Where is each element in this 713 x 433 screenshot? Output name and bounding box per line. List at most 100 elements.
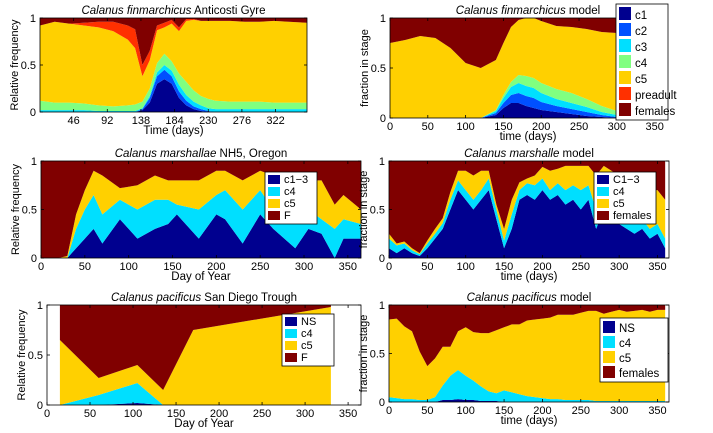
chart-title-site: model xyxy=(559,148,594,160)
legend-entry-label: c5 xyxy=(635,74,647,86)
y-axis-label: Relative frequency xyxy=(16,309,28,401)
area-c4-series xyxy=(41,190,361,258)
panel-cmar-obs: 0 50 100 150 200 250 300 350 0 0.5 1 Calanus marsha… xyxy=(10,148,362,283)
y-tick-label: 1 xyxy=(379,156,385,168)
legend-entry-label: NS xyxy=(301,316,316,328)
x-tick-label: 150 xyxy=(495,405,513,417)
y-tick-label: 0 xyxy=(37,400,43,412)
chart-title-species: Calanus marshallae xyxy=(115,148,217,160)
legend-swatch xyxy=(597,211,609,220)
legend: NS c4 c5 females xyxy=(599,317,669,383)
x-tick-label: 92 xyxy=(101,115,113,127)
legend-swatch xyxy=(619,23,631,36)
chart-title-species: Calanus pacificus xyxy=(111,292,201,304)
x-tick-label: 322 xyxy=(266,115,284,127)
y-tick-label: 0 xyxy=(31,253,37,265)
area-c1-series xyxy=(390,103,663,118)
x-tick-label: 250 xyxy=(572,261,590,273)
legend-entry-label: c5 xyxy=(284,198,296,210)
y-tick-label: 0.5 xyxy=(371,63,386,75)
x-tick-label: 276 xyxy=(233,115,251,127)
legend-swatch xyxy=(285,329,297,338)
area-c5-series xyxy=(389,309,666,402)
legend-entry-label: females xyxy=(613,210,652,222)
area-females-series xyxy=(40,18,307,65)
legend-entry-label: c5 xyxy=(613,198,625,210)
y-axis-label: Relative frequency xyxy=(10,163,22,255)
area-c5-series xyxy=(40,19,307,107)
x-tick-label: 300 xyxy=(296,408,314,420)
x-axis-label: time (days) xyxy=(501,271,558,283)
x-tick-label: 350 xyxy=(648,405,666,417)
panel-cpac-model: 0 50 100 150 200 250 300 350 0 0.5 1 Calanus pacifi… xyxy=(358,292,670,427)
chart-title-species: Calanus pacificus xyxy=(467,292,557,304)
y-tick-label: 1 xyxy=(380,13,386,25)
y-tick-label: 0 xyxy=(30,107,36,119)
legend-entry-label: females xyxy=(635,106,676,118)
y-tick-label: 0 xyxy=(380,113,386,125)
area-NS-series xyxy=(59,403,331,405)
x-tick-label: 50 xyxy=(84,408,96,420)
x-tick-label: 50 xyxy=(79,261,91,273)
legend-swatch xyxy=(619,103,631,116)
legend-swatch xyxy=(619,39,631,52)
x-tick-label: 50 xyxy=(421,405,433,417)
legend-swatch xyxy=(597,199,609,208)
chart-title-site: NH5, Oregon xyxy=(216,148,287,160)
legend-entry-label: females xyxy=(619,368,660,380)
area-c1-series xyxy=(40,79,307,112)
legend-swatch xyxy=(619,87,631,100)
x-tick-label: 0 xyxy=(38,261,44,273)
panel-cfin-model: 0 50 100 150 200 250 300 350 0 0.5 1 Calanus finmar… xyxy=(359,3,677,143)
legend-swatch xyxy=(268,187,280,196)
x-tick-label: 138 xyxy=(132,115,150,127)
x-tick-label: 46 xyxy=(68,115,80,127)
y-tick-label: 0.5 xyxy=(21,60,36,72)
x-axis-label: time (days) xyxy=(500,131,557,143)
x-tick-label: 200 xyxy=(210,408,228,420)
x-tick-label: 0 xyxy=(386,261,392,273)
legend-swatch xyxy=(268,199,280,208)
legend-entry-label: c4 xyxy=(301,328,313,340)
area-c5-series xyxy=(59,307,331,405)
area-c1−3-series xyxy=(41,214,361,258)
legend-swatch xyxy=(285,317,297,326)
legend-entry-label: c4 xyxy=(619,338,632,350)
legend-swatch xyxy=(619,55,631,68)
legend-swatch xyxy=(285,353,297,362)
x-tick-label: 150 xyxy=(163,261,181,273)
x-tick-label: 350 xyxy=(339,408,357,420)
area-NS-series xyxy=(389,399,666,402)
chart-title-species: Calanus marshalle xyxy=(464,148,559,160)
chart-title-site: model xyxy=(557,292,592,304)
legend-entry-label: c1 xyxy=(635,10,647,22)
x-tick-label: 100 xyxy=(119,261,137,273)
y-tick-label: 0.5 xyxy=(370,349,385,361)
chart-title: Calanus marshallae NH5, Oregon xyxy=(115,148,288,160)
chart-title-species: Calanus finmarchicus xyxy=(81,5,191,17)
area-F-series xyxy=(41,161,361,258)
x-tick-label: 350 xyxy=(648,261,666,273)
legend-entry-label: c1−3 xyxy=(284,174,308,186)
x-tick-label: 300 xyxy=(610,261,628,273)
chart-title-species: Calanus finmarchicus xyxy=(456,5,566,17)
x-tick-label: 250 xyxy=(253,408,271,420)
chart-title: Calanus finmarchicus model xyxy=(456,5,600,17)
x-tick-label: 184 xyxy=(165,115,183,127)
x-tick-label: 100 xyxy=(457,261,475,273)
y-tick-label: 1 xyxy=(30,13,36,25)
x-tick-label: 50 xyxy=(422,121,434,133)
area-c4-series xyxy=(59,383,331,405)
legend-swatch xyxy=(268,175,280,184)
legend-entry-label: c2 xyxy=(635,26,647,38)
chart-title-site: model xyxy=(566,5,601,17)
legend-entry-label: F xyxy=(301,352,308,364)
x-axis-label: Day of Year xyxy=(171,271,231,283)
legend-swatch xyxy=(619,7,631,20)
legend-entry-label: c4 xyxy=(613,186,625,198)
panel-cpac-obs: 0 50 100 150 200 250 300 350 0 0.5 1 Calanus pacifi… xyxy=(16,292,362,430)
y-tick-label: 0 xyxy=(379,397,385,409)
